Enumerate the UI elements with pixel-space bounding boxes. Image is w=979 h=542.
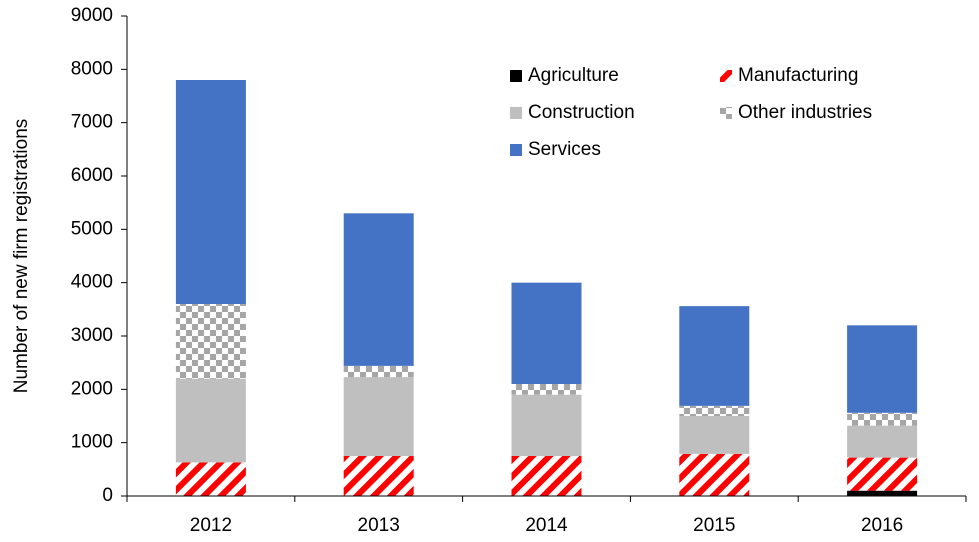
bar-segment	[175, 80, 246, 304]
x-tick-label: 2014	[525, 515, 568, 536]
legend-label: Other industries	[738, 102, 872, 123]
y-tick-label: 0	[102, 485, 113, 506]
bar-segment	[847, 490, 918, 496]
legend-label: Construction	[528, 102, 635, 123]
bar-segment	[679, 405, 750, 416]
legend-label: Manufacturing	[738, 65, 858, 86]
bar-segment	[847, 425, 918, 458]
bar-segment	[847, 325, 918, 413]
bar-segment	[847, 412, 918, 426]
y-tick-label: 9000	[71, 5, 113, 26]
bar-segment	[679, 306, 750, 406]
bar-segment	[679, 453, 750, 496]
legend-swatch	[510, 70, 522, 82]
bar-segment	[343, 456, 414, 496]
x-tick-label: 2012	[190, 515, 232, 536]
bar-segment	[511, 282, 582, 384]
bar-segment	[343, 213, 414, 366]
y-tick-label: 5000	[71, 218, 113, 239]
legend-swatch	[720, 107, 732, 119]
bar-segment	[175, 462, 246, 496]
y-tick-label: 2000	[71, 378, 113, 399]
bar-segment	[175, 378, 246, 463]
bar-segment	[511, 394, 582, 456]
bar-segment	[511, 456, 582, 496]
legend-swatch	[720, 70, 732, 82]
bar-segment	[343, 377, 414, 456]
y-axis-label: Number of new firm registrations	[11, 119, 32, 394]
bar-segment	[175, 304, 246, 379]
bar-segment	[679, 416, 750, 454]
legend-label: Agriculture	[528, 65, 619, 86]
y-tick-label: 6000	[71, 165, 113, 186]
legend-label: Services	[528, 139, 601, 160]
x-tick-label: 2015	[693, 515, 735, 536]
x-tick-label: 2016	[861, 515, 903, 536]
bar-segment	[847, 457, 918, 491]
legend-swatch	[510, 107, 522, 119]
y-tick-label: 7000	[71, 112, 113, 133]
x-tick-label: 2013	[358, 515, 400, 536]
y-tick-label: 4000	[71, 272, 113, 293]
legend-swatch	[510, 144, 522, 156]
y-tick-label: 3000	[71, 325, 113, 346]
y-tick-label: 8000	[71, 58, 113, 79]
bar-segment	[343, 365, 414, 378]
y-tick-label: 1000	[71, 432, 113, 453]
bar-segment	[511, 384, 582, 395]
